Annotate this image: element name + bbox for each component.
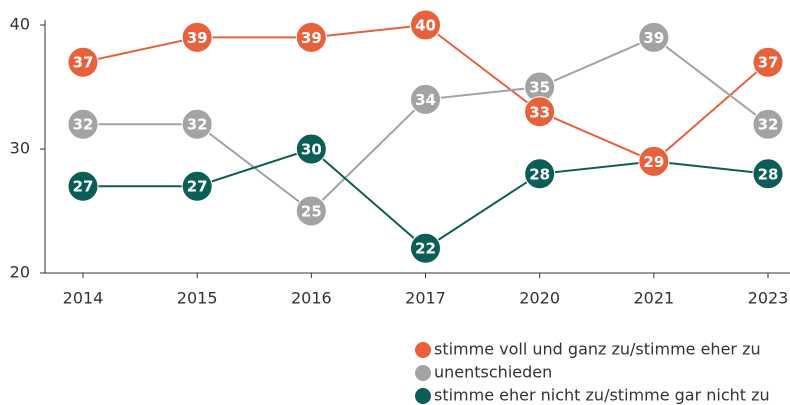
data-point [67, 170, 99, 202]
value-label: 30 [301, 141, 322, 159]
data-point [410, 83, 441, 115]
data-point [752, 108, 784, 140]
legend-label: stimme eher nicht zu/stimme gar nicht zu [434, 386, 770, 405]
value-label: 32 [187, 116, 208, 134]
value-label: 25 [301, 203, 322, 221]
value-label: 39 [643, 29, 664, 47]
value-label: 28 [758, 165, 779, 183]
value-label: 32 [73, 116, 94, 134]
x-tick-label: 2014 [63, 289, 104, 308]
x-tick-label: 2017 [405, 289, 446, 308]
y-tick-label: 40 [10, 15, 30, 34]
data-point [638, 21, 670, 53]
value-label: 28 [529, 165, 550, 183]
x-tick-label: 2016 [291, 289, 332, 308]
data-point [295, 21, 327, 53]
value-label: 27 [73, 178, 94, 196]
data-point [295, 133, 327, 165]
value-label: 37 [73, 54, 94, 72]
x-tick-label: 2021 [633, 289, 674, 308]
data-point [181, 21, 213, 53]
data-point [638, 145, 670, 177]
value-label: 32 [758, 116, 779, 134]
value-label: 35 [529, 79, 550, 97]
value-label: 39 [187, 29, 208, 47]
value-label: 27 [187, 178, 208, 196]
data-point [410, 232, 441, 264]
y-tick-label: 20 [10, 263, 30, 282]
data-point [67, 108, 99, 140]
value-label: 40 [415, 17, 436, 35]
data-point [410, 9, 441, 41]
y-tick-label: 30 [10, 139, 30, 158]
legend-label: unentschieden [434, 363, 552, 382]
x-tick-label: 2023 [748, 289, 789, 308]
data-point [295, 195, 327, 227]
legend-swatch [415, 388, 431, 404]
value-label: 39 [301, 29, 322, 47]
legend-swatch [415, 342, 431, 358]
x-tick-label: 2015 [177, 289, 218, 308]
legend-label: stimme voll und ganz zu/stimme eher zu [434, 340, 761, 359]
x-tick-label: 2020 [519, 289, 560, 308]
data-point [524, 158, 556, 190]
legend-swatch [415, 365, 431, 381]
value-label: 33 [529, 103, 550, 121]
value-label: 37 [758, 54, 779, 72]
data-point [181, 108, 213, 140]
value-label: 34 [415, 91, 436, 109]
data-point [524, 96, 556, 128]
data-point [181, 170, 213, 202]
value-label: 22 [415, 240, 436, 258]
data-point [67, 46, 99, 78]
data-point [752, 46, 784, 78]
value-label: 29 [643, 153, 664, 171]
data-point [752, 158, 784, 190]
